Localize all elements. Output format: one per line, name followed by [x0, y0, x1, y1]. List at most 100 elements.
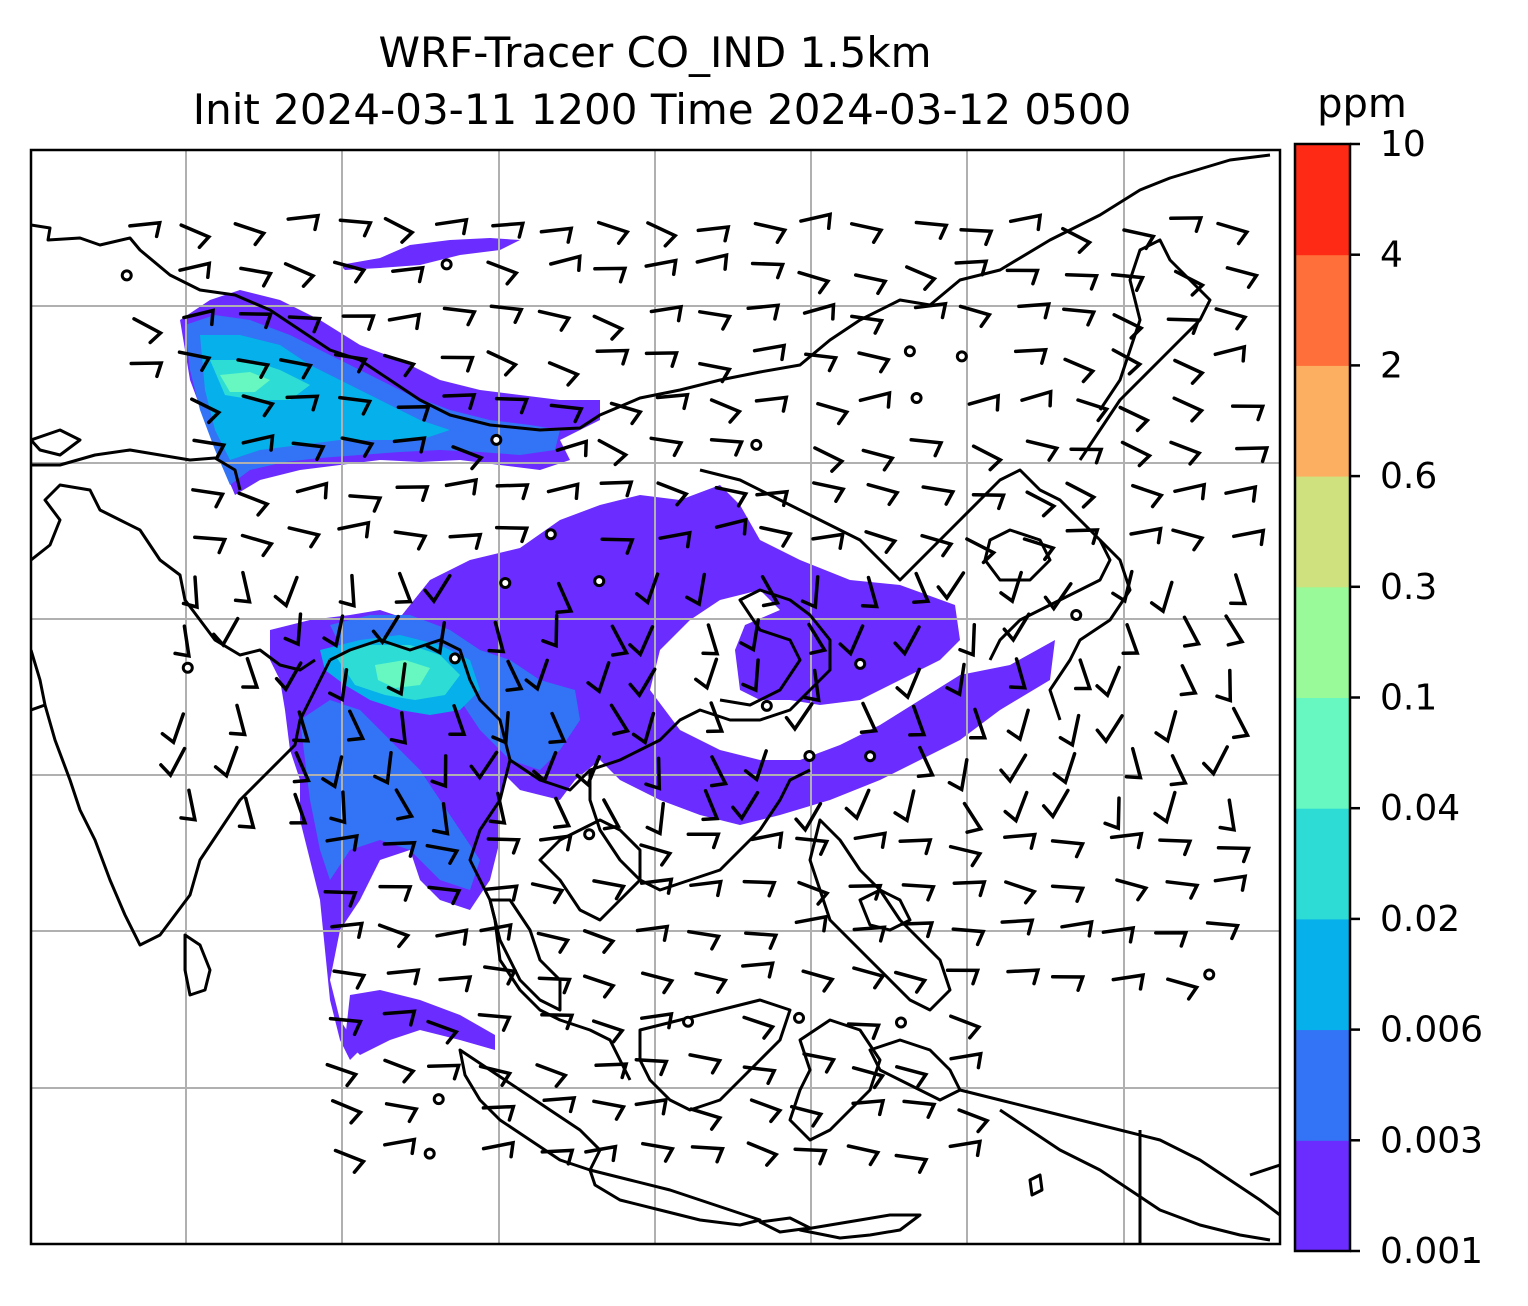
wind-barb	[423, 573, 452, 605]
wind-barb	[549, 403, 584, 424]
wind-barb	[1043, 582, 1073, 612]
calm-wind-marker	[750, 438, 763, 451]
wind-barb	[1006, 708, 1030, 742]
wind-barb	[383, 1058, 417, 1084]
wind-barb	[688, 1053, 723, 1075]
wind-barb	[435, 928, 469, 946]
colorbar-bin	[1295, 586, 1350, 698]
wind-barb	[285, 394, 320, 412]
wind-barb	[394, 788, 415, 821]
wind-barb	[784, 702, 814, 732]
wind-barb	[1172, 396, 1205, 423]
wind-barb	[292, 751, 311, 784]
wind-barb	[328, 668, 349, 703]
wind-barb	[690, 1145, 725, 1164]
wind-barb	[159, 746, 187, 779]
wind-barb	[179, 788, 198, 822]
wind-barb	[739, 618, 760, 653]
wind-barb	[387, 312, 422, 331]
wind-barb	[1008, 213, 1043, 232]
wind-barb	[382, 840, 417, 858]
wind-barb	[754, 395, 789, 413]
wind-barb	[592, 1099, 627, 1121]
wind-barb	[340, 436, 375, 458]
wind-barb	[483, 965, 518, 986]
wind-barb	[1061, 226, 1093, 254]
wind-barb	[494, 396, 530, 415]
wind-barb	[646, 221, 679, 248]
wind-barb	[698, 310, 733, 331]
wind-barb	[582, 929, 616, 954]
wind-barb	[469, 750, 499, 781]
wind-barb	[395, 485, 430, 502]
wind-barb	[547, 361, 581, 387]
wind-barb	[1017, 302, 1052, 320]
wind-barb	[540, 1013, 575, 1031]
colorbar-bin	[1295, 808, 1350, 920]
wind-barb	[816, 401, 850, 426]
wind-barb	[190, 397, 222, 425]
wind-barb	[487, 620, 506, 654]
wind-barb	[274, 661, 303, 693]
colorbar-tick-label: 0.04	[1380, 788, 1460, 829]
wind-barb	[532, 750, 558, 784]
wind-barb	[694, 657, 719, 691]
wind-barb	[1173, 269, 1206, 297]
wind-barb	[328, 1016, 364, 1037]
wind-barb	[859, 701, 879, 734]
wind-barb	[341, 314, 376, 331]
wind-barb	[909, 438, 944, 458]
wind-barb	[1058, 713, 1081, 748]
colorbar-unit-label: ppm	[1317, 81, 1407, 127]
colorbar-tick-label: 0.006	[1380, 1010, 1483, 1051]
wind-barb	[850, 314, 885, 335]
wind-barb	[687, 929, 722, 951]
figure-title-line2: Init 2024-03-11 1200 Time 2024-03-12 050…	[193, 85, 1132, 134]
wind-barb	[1230, 404, 1266, 422]
map-area	[31, 150, 1280, 1244]
wind-barb	[173, 624, 191, 659]
wind-barb	[844, 788, 871, 821]
wind-barb	[967, 393, 1001, 412]
calm-wind-marker	[593, 575, 606, 588]
wind-barb	[794, 914, 828, 933]
wind-barb	[283, 612, 303, 647]
wind-barb	[639, 877, 674, 895]
wind-barb	[128, 220, 162, 239]
calm-wind-marker	[181, 661, 194, 674]
wind-barbs	[128, 212, 1270, 1174]
colorbar-bin	[1295, 918, 1350, 1031]
wind-barb	[1000, 918, 1035, 936]
wind-barb	[811, 532, 845, 550]
wind-barb	[599, 480, 634, 498]
wind-barb	[858, 390, 892, 409]
wind-barb	[640, 1011, 674, 1030]
wind-barb	[1115, 878, 1149, 902]
wind-barb	[634, 1057, 669, 1077]
wind-barb	[536, 931, 571, 954]
wind-barb	[160, 712, 186, 746]
wind-barb	[689, 1107, 723, 1131]
wind-barb	[426, 1063, 462, 1081]
wind-barb	[323, 890, 358, 908]
colorbar-bin	[1295, 697, 1350, 809]
wind-barb	[530, 882, 565, 905]
colorbar-bin	[1295, 1140, 1350, 1252]
wind-barb	[477, 1013, 512, 1032]
wind-barb	[486, 837, 521, 855]
calm-wind-marker	[583, 828, 596, 841]
wind-barb	[804, 352, 839, 373]
calm-wind-marker	[490, 433, 503, 446]
wind-barb	[535, 1063, 569, 1088]
wind-barb	[1003, 790, 1029, 824]
wind-barb	[383, 1137, 417, 1156]
wind-barb	[916, 745, 936, 779]
wind-barb	[537, 976, 572, 995]
wind-barb	[813, 446, 845, 473]
wind-barb	[295, 481, 329, 500]
wind-barb	[1022, 537, 1056, 562]
wind-barb	[705, 701, 725, 734]
wind-barb	[958, 304, 993, 329]
wind-barb	[392, 436, 427, 454]
